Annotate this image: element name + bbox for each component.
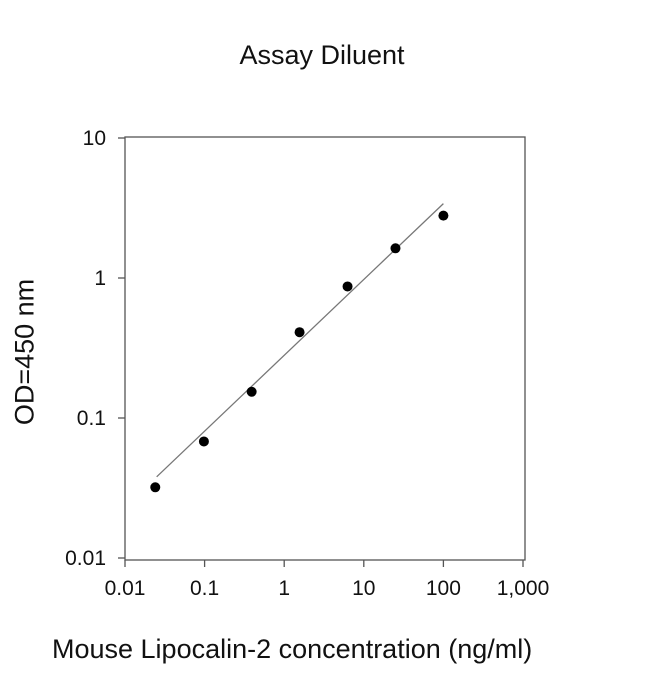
y-tick-label: 1 <box>94 267 106 290</box>
data-point <box>342 281 353 292</box>
data-point <box>198 436 209 447</box>
regression-line <box>156 203 444 478</box>
x-tick-label: 10 <box>352 577 375 600</box>
x-tick-label: 0.1 <box>190 577 219 600</box>
chart-title: Assay Diluent <box>0 40 650 71</box>
data-point <box>150 482 161 493</box>
y-tick-label: 0.01 <box>65 547 106 570</box>
data-point <box>438 210 449 221</box>
x-tick-label: 1 <box>278 577 290 600</box>
fit-line <box>156 203 444 478</box>
x-axis-ticks: 0.01 0.1 1 10 100 1,000 <box>105 560 550 600</box>
data-points <box>150 210 449 493</box>
x-tick-label: 1,000 <box>497 577 550 600</box>
data-point <box>246 386 257 397</box>
axes <box>124 136 526 561</box>
plot-frame <box>124 136 526 561</box>
data-point <box>294 327 305 338</box>
y-tick-label: 10 <box>83 127 106 150</box>
x-tick-label: 100 <box>426 577 461 600</box>
y-axis-ticks: 0.01 0.1 1 10 <box>65 127 125 570</box>
chart-title-text: Assay Diluent <box>239 40 405 70</box>
data-point <box>390 243 401 254</box>
x-tick-label: 0.01 <box>105 577 146 600</box>
y-tick-label: 0.1 <box>77 407 106 430</box>
x-axis-label: Mouse Lipocalin-2 concentration (ng/ml) <box>52 634 533 664</box>
